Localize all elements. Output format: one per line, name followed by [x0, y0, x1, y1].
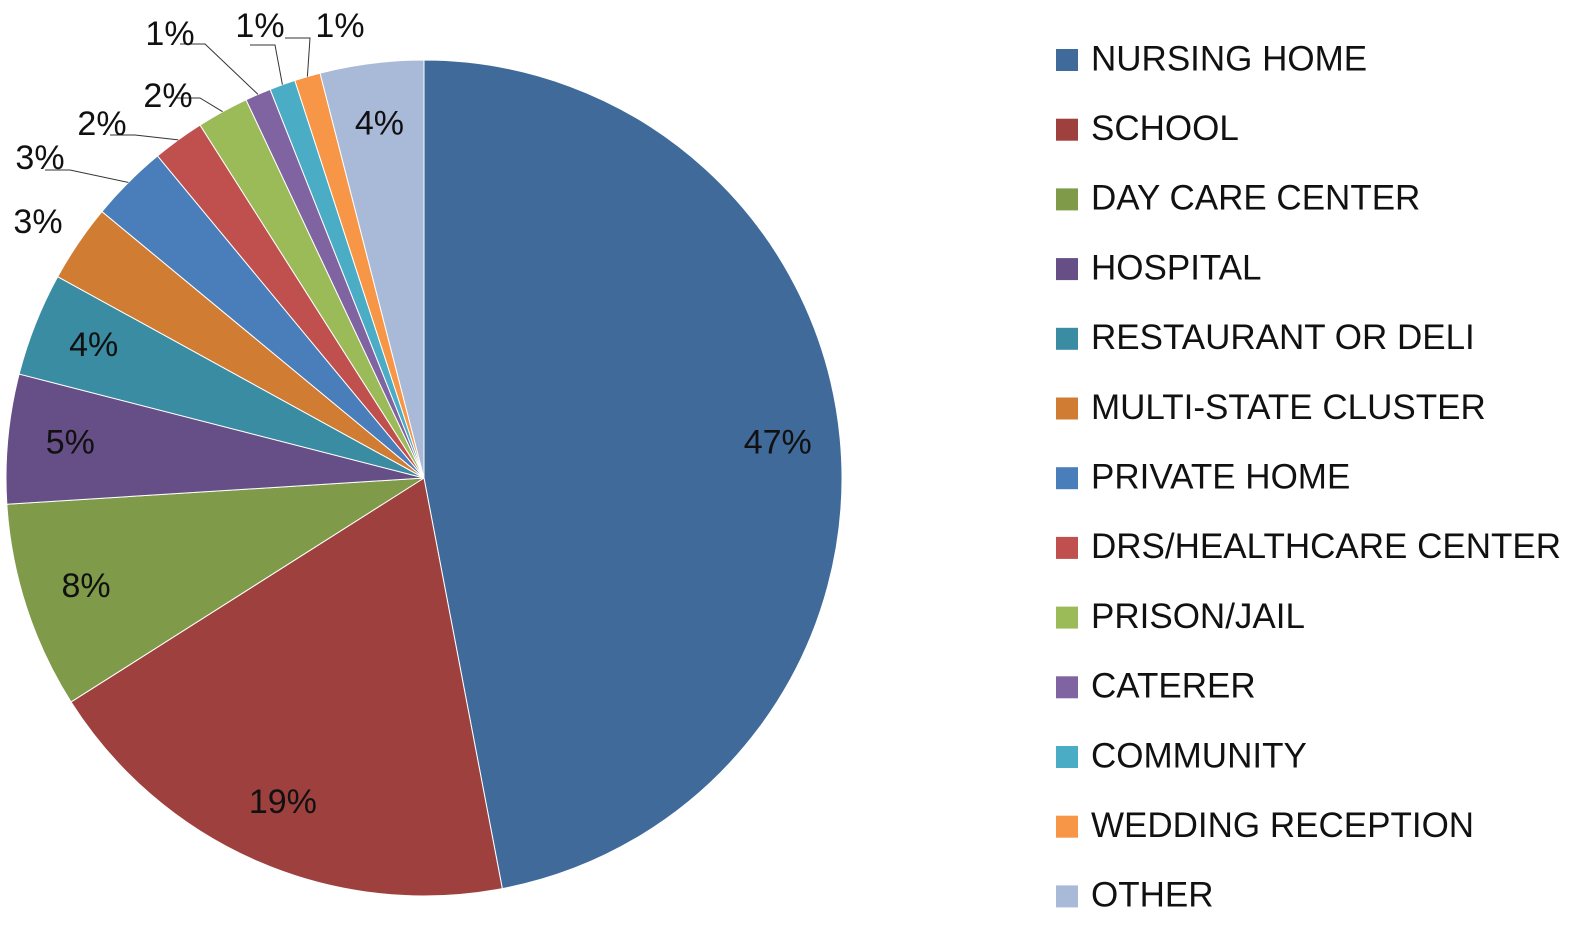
leader-line	[250, 44, 283, 85]
legend-swatch	[1056, 327, 1078, 350]
data-label: 4%	[355, 104, 404, 142]
legend-label: WEDDING RECEPTION	[1091, 806, 1474, 845]
data-label: 47%	[744, 424, 812, 462]
data-label: 3%	[15, 139, 64, 177]
pie-slice	[423, 59, 843, 890]
data-label: 5%	[46, 424, 95, 462]
leader-line	[45, 169, 129, 183]
legend-label: SCHOOL	[1091, 109, 1239, 148]
data-label: 1%	[235, 7, 284, 45]
data-label: 4%	[69, 326, 118, 364]
legend-swatch	[1056, 746, 1078, 768]
pie-slice	[6, 477, 425, 703]
leader-line	[180, 43, 259, 95]
legend-label: RESTAURANT OR DELI	[1091, 318, 1475, 357]
data-label: 1%	[145, 15, 194, 53]
legend-label: PRIVATE HOME	[1091, 457, 1350, 496]
pie-slice	[319, 59, 425, 479]
pie-slice	[70, 477, 503, 897]
legend-swatch	[1056, 397, 1078, 420]
legend-swatch	[1056, 118, 1078, 141]
leader-line	[110, 134, 179, 141]
data-label: 3%	[13, 203, 62, 241]
legend-swatch	[1056, 885, 1078, 908]
legend-swatch	[1056, 188, 1078, 211]
legend-label: DRS/HEALTHCARE CENTER	[1091, 527, 1561, 566]
legend-label: MULTI-STATE CLUSTER	[1091, 388, 1486, 427]
legend-swatch	[1056, 606, 1078, 629]
legend-label: DAY CARE CENTER	[1091, 179, 1420, 218]
data-label: 2%	[143, 77, 192, 115]
legend-label: HOSPITAL	[1091, 248, 1262, 287]
legend-swatch	[1056, 815, 1078, 838]
legend-label: CATERER	[1091, 667, 1256, 706]
legend-swatch	[1056, 536, 1078, 559]
data-label: 19%	[249, 783, 317, 821]
legend-label: OTHER	[1091, 876, 1214, 915]
legend-label: NURSING HOME	[1091, 39, 1367, 78]
data-label: 8%	[62, 567, 111, 605]
legend-label: PRISON/JAIL	[1091, 597, 1305, 636]
leader-line	[175, 97, 223, 113]
legend-label: COMMUNITY	[1091, 736, 1307, 775]
leader-line	[285, 37, 311, 77]
data-label: 2%	[77, 105, 126, 143]
legend-swatch	[1056, 258, 1078, 281]
legend-swatch	[1056, 49, 1078, 71]
legend-swatch	[1056, 676, 1078, 699]
legend-swatch	[1056, 467, 1078, 490]
data-label: 1%	[315, 7, 364, 45]
